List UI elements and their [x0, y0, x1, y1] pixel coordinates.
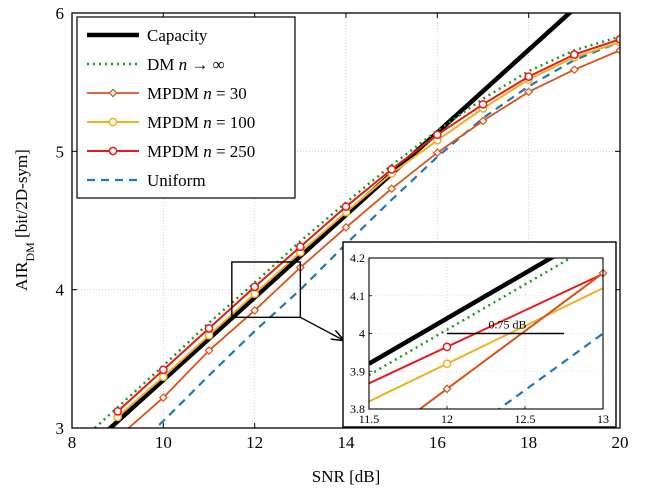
- inset-x-tick-label: 12: [441, 412, 453, 426]
- inset-series: [369, 258, 603, 409]
- data-point-mpdm30: [204, 346, 214, 355]
- data-point-mpdm100: [250, 289, 260, 299]
- data-point-mpdm250: [478, 99, 488, 109]
- inset-series-line-mpdm250: [369, 272, 603, 385]
- legend-marker-mpdm100: [108, 117, 118, 127]
- legend: Capacity DM n → ∞ MPDM n = 30 MPDM n = 100 M…: [76, 16, 296, 199]
- series-line-mpdm250: [116, 38, 620, 413]
- inset-y-tick-label: 4: [359, 327, 365, 341]
- series-line-uniform: [154, 41, 620, 428]
- zoom-rectangle: [231, 261, 302, 319]
- inset-data-point-mpdm100: [442, 359, 452, 369]
- inset-background: [342, 241, 617, 428]
- data-point-mpdm250: [387, 164, 397, 174]
- x-tick-label: 14: [338, 433, 356, 452]
- data-point-mpdm250: [158, 365, 168, 375]
- inset-x-tick-label: 12.5: [515, 412, 536, 426]
- data-point-mpdm30: [387, 184, 397, 194]
- axes-ticks: 8 10 12 14 16 18 20 3 4 5 6: [56, 4, 629, 452]
- inset-series-line-uniform: [497, 332, 603, 409]
- legend-label-mpdm100: MPDM n = 100: [147, 113, 255, 132]
- legend-label-uniform: Uniform: [147, 171, 206, 190]
- data-point-mpdm100: [158, 372, 168, 382]
- annotation-label: 0.75 dB: [488, 318, 526, 332]
- legend-label-dm: DM n → ∞: [147, 55, 225, 74]
- legend-label-mpdm30: MPDM n = 30: [147, 84, 247, 103]
- x-tick-label: 8: [68, 433, 77, 452]
- inset-y-tick-label: 4.1: [350, 289, 365, 303]
- inset-y-tick-label: 3.9: [350, 364, 365, 378]
- data-point-mpdm30: [432, 148, 442, 158]
- data-point-mpdm250: [204, 324, 214, 333]
- data-point-mpdm30: [478, 116, 488, 126]
- legend-label-capacity: Capacity: [147, 26, 208, 45]
- inset-series-line-capacity: [369, 258, 556, 366]
- zoom-box: [231, 261, 343, 340]
- legend-label-mpdm250: MPDM n = 250: [147, 142, 255, 161]
- legend-marker-mpdm250: [108, 146, 118, 156]
- x-tick-label: 12: [246, 433, 263, 452]
- data-point-mpdm250: [569, 50, 579, 59]
- data-point-mpdm250: [250, 282, 260, 292]
- inset-x-tick-label: 13: [597, 412, 609, 426]
- data-point-mpdm30: [615, 45, 620, 55]
- y-axis-label: AIRDM [bit/2D-sym]: [12, 149, 37, 291]
- data-point-mpdm250: [295, 242, 305, 252]
- data-point-mpdm30: [569, 65, 579, 75]
- legend-box: [76, 16, 296, 199]
- inset-plot-frame: [368, 257, 604, 410]
- x-axis-label: SNR [dB]: [312, 467, 380, 486]
- x-tick-label: 18: [520, 433, 537, 452]
- series-line-mpdm100: [117, 41, 620, 418]
- inset-x-tick-label: 11.5: [359, 412, 380, 426]
- y-tick-label: 5: [56, 142, 65, 161]
- inset-y-tick-label: 3.8: [350, 402, 365, 416]
- zoom-arrow: [300, 316, 343, 340]
- y-tick-label: 4: [56, 281, 65, 300]
- data-point-mpdm250: [524, 72, 534, 81]
- inset-data-point-mpdm250: [442, 342, 452, 352]
- data-point-mpdm100: [204, 330, 214, 340]
- x-tick-label: 20: [612, 433, 629, 452]
- data-point-mpdm30: [250, 305, 260, 315]
- data-point-mpdm250: [341, 202, 351, 212]
- x-tick-label: 10: [155, 433, 172, 452]
- x-tick-label: 16: [429, 433, 446, 452]
- inset-y-tick-label: 4.2: [350, 251, 365, 265]
- data-point-mpdm30: [524, 87, 534, 97]
- inset-series-line-mpdm30: [418, 272, 603, 409]
- inset-series-line-mpdm100: [369, 287, 603, 403]
- series-line-mpdm30: [127, 49, 620, 428]
- y-tick-label: 6: [56, 4, 65, 23]
- inset-chart: 11.5 12 12.5 13 3.8 3.9 4 4.1 4.2 0.75 dB: [342, 241, 617, 428]
- inset-data-point-mpdm30: [442, 384, 452, 394]
- plot-series: [93, 13, 620, 441]
- data-point-mpdm250: [432, 130, 442, 140]
- data-point-mpdm30: [341, 222, 351, 232]
- data-point-mpdm250: [615, 34, 620, 44]
- legend-marker-mpdm30: [108, 88, 118, 98]
- data-point-mpdm30: [158, 393, 168, 403]
- data-point-mpdm30: [114, 434, 121, 441]
- data-point-mpdm250: [113, 407, 123, 416]
- y-tick-label: 3: [56, 419, 65, 438]
